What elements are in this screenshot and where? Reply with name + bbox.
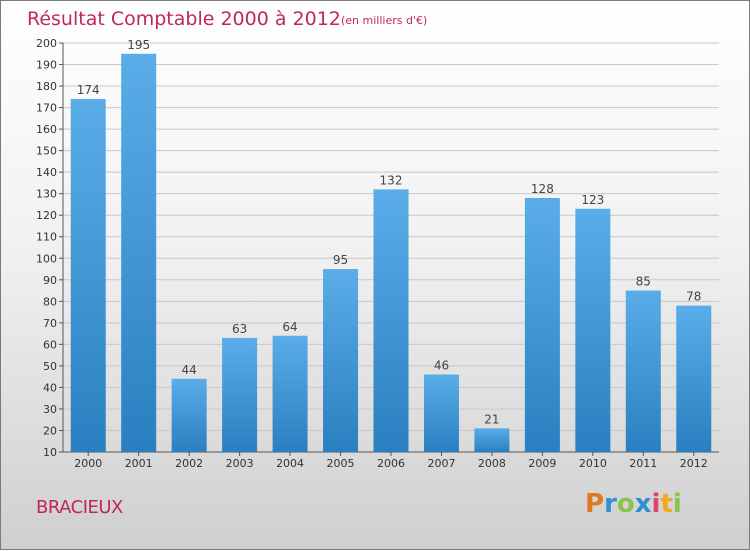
y-tick-label: 10 [43,446,57,459]
bar-2000 [70,98,106,453]
data-label-2000: 174 [77,83,100,97]
data-label-2010: 123 [581,193,604,207]
y-tick-label: 140 [36,166,57,179]
data-label-2008: 21 [484,412,499,426]
y-tick-label: 40 [43,381,57,394]
y-tick-label: 150 [36,145,57,158]
y-tick-label: 190 [36,59,57,72]
x-tick-label-2012: 2012 [680,457,708,470]
bar-2011 [625,290,661,452]
data-label-2004: 64 [282,320,297,334]
x-tick-label-2002: 2002 [175,457,203,470]
chart-title: Résultat Comptable 2000 à 2012 [27,8,341,30]
y-tick-label: 30 [43,403,57,416]
y-tick-label: 180 [36,80,57,93]
y-tick-label: 130 [36,188,57,201]
y-tick-label: 160 [36,123,57,136]
data-label-2007: 46 [434,359,449,373]
y-tick-label: 50 [43,360,57,373]
x-tick-label-2007: 2007 [427,457,455,470]
x-tick-label-2009: 2009 [528,457,556,470]
bar-2004 [272,335,308,452]
bar-2003 [222,337,258,452]
data-label-2006: 132 [380,173,403,187]
y-tick-label: 80 [43,295,57,308]
x-tick-label-2001: 2001 [125,457,153,470]
data-label-2011: 85 [636,275,651,289]
bar-2001 [121,53,157,453]
x-tick-label-2011: 2011 [629,457,657,470]
place-name: BRACIEUX [36,497,123,518]
bar-2005 [323,269,359,452]
bar-2002 [171,378,207,452]
y-tick-label: 200 [36,37,57,50]
y-tick-label: 100 [36,252,57,265]
x-tick-label-2005: 2005 [327,457,355,470]
data-label-2002: 44 [182,363,197,377]
x-tick-label-2006: 2006 [377,457,405,470]
y-tick-label: 60 [43,338,57,351]
bar-2006 [373,189,409,452]
data-label-2001: 195 [127,38,150,52]
bar-2012 [676,305,712,452]
y-tick-label: 120 [36,209,57,222]
chart-subtitle: (en milliers d'€) [341,14,428,27]
data-label-2005: 95 [333,253,348,267]
x-tick-label-2004: 2004 [276,457,304,470]
bar-2007 [423,374,459,452]
x-tick-label-2010: 2010 [579,457,607,470]
proxiti-logo: Proxiti [585,489,682,519]
data-label-2012: 78 [686,290,701,304]
bar-2010 [575,208,611,452]
y-tick-label: 90 [43,274,57,287]
data-label-2003: 63 [232,322,247,336]
data-label-2009: 128 [531,182,554,196]
y-tick-label: 110 [36,231,57,244]
y-tick-label: 170 [36,102,57,115]
y-tick-label: 70 [43,317,57,330]
bar-2009 [524,197,560,452]
x-tick-label-2003: 2003 [226,457,254,470]
x-tick-label-2000: 2000 [74,457,102,470]
x-tick-label-2008: 2008 [478,457,506,470]
y-tick-label: 20 [43,424,57,437]
bar-2008 [474,428,510,452]
